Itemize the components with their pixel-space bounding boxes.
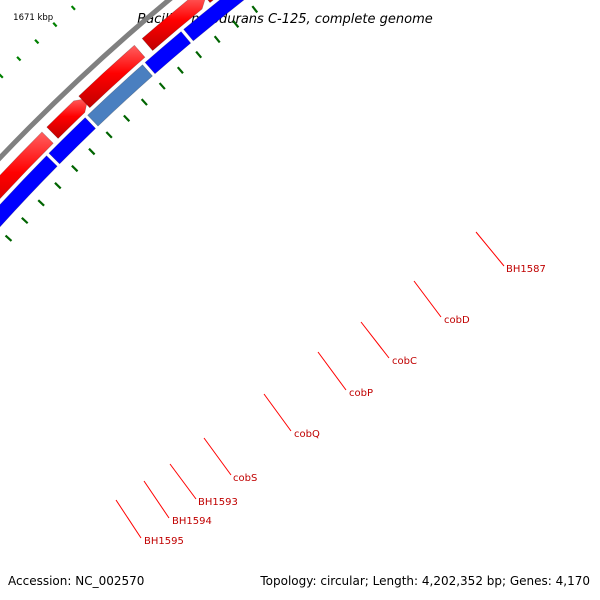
gene-label-leaders — [115, 231, 505, 539]
inner-scale-tick — [37, 199, 45, 207]
reverse-gene[interactable] — [87, 64, 153, 127]
forward-strand-genes — [0, 0, 297, 222]
forward-gene[interactable] — [46, 97, 89, 139]
gene-label-bh1587[interactable]: BH1587 — [506, 264, 546, 275]
inner-scale-tick — [105, 131, 113, 139]
gene-label-leader — [169, 463, 197, 500]
inner-scale-tick — [195, 50, 203, 59]
reverse-gene[interactable] — [48, 117, 96, 165]
gene-label-cobs[interactable]: cobS — [233, 473, 257, 484]
forward-gene[interactable] — [78, 44, 146, 109]
inner-scale-tick — [232, 20, 240, 28]
scale-tick-label: 1671 kbp — [13, 13, 53, 23]
inner-scale-tick — [123, 114, 131, 123]
scale-tick-labels: 1661 kbp1662 kbp1663 kbp1664 kbp1665 kbp… — [13, 13, 53, 23]
inner-scale-tick — [21, 217, 29, 225]
gene-label-bh1593[interactable]: BH1593 — [198, 497, 238, 508]
inner-scale-tick — [54, 182, 62, 190]
gene-label-cobp[interactable]: cobP — [349, 388, 373, 399]
gene-label-cobc[interactable]: cobC — [392, 356, 417, 367]
inner-scale-tick — [71, 164, 79, 173]
inner-scale-ticks — [4, 5, 259, 242]
gene-label-cobq[interactable]: cobQ — [294, 429, 320, 440]
forward-gene[interactable] — [200, 0, 297, 4]
gene-label-leader — [317, 351, 347, 391]
gene-label-cobd[interactable]: cobD — [444, 315, 470, 326]
scale-tick — [52, 22, 58, 28]
inner-scale-tick — [251, 5, 259, 14]
genome-summary-text: Topology: circular; Length: 4,202,352 bp… — [259, 574, 590, 588]
inner-scale-tick — [213, 35, 221, 44]
inner-scale-tick — [88, 147, 96, 156]
inner-scale-tick — [158, 82, 166, 90]
reverse-gene[interactable] — [144, 31, 192, 75]
accession-text: Accession: NC_002570 — [8, 574, 144, 588]
gene-label-leader — [475, 231, 505, 267]
inner-scale-tick — [4, 234, 13, 242]
forward-gene[interactable] — [0, 131, 54, 222]
inner-scale-tick — [176, 66, 184, 74]
reverse-gene[interactable] — [0, 155, 58, 328]
inner-scale-tick — [140, 98, 148, 106]
scale-ticks — [0, 5, 76, 79]
scale-tick — [0, 73, 4, 79]
gene-label-bh1595[interactable]: BH1595 — [144, 536, 184, 547]
reverse-strand-genes — [0, 0, 313, 328]
gene-label-leader — [203, 437, 232, 476]
gene-label-leader — [360, 321, 390, 359]
gene-label-bh1594[interactable]: BH1594 — [172, 516, 212, 527]
gene-label-leader — [263, 393, 292, 432]
forward-gene[interactable] — [141, 0, 206, 52]
gene-label-leader — [115, 499, 142, 539]
gene-label-leader — [413, 280, 442, 318]
scale-tick — [34, 38, 40, 45]
reverse-gene[interactable] — [183, 0, 313, 42]
gene-labels: BH1587 cobD cobC cobP cobQ cobS BH1593 B… — [144, 264, 546, 547]
scale-tick — [70, 5, 76, 11]
scale-tick — [16, 56, 22, 62]
gene-label-leader — [143, 480, 170, 519]
